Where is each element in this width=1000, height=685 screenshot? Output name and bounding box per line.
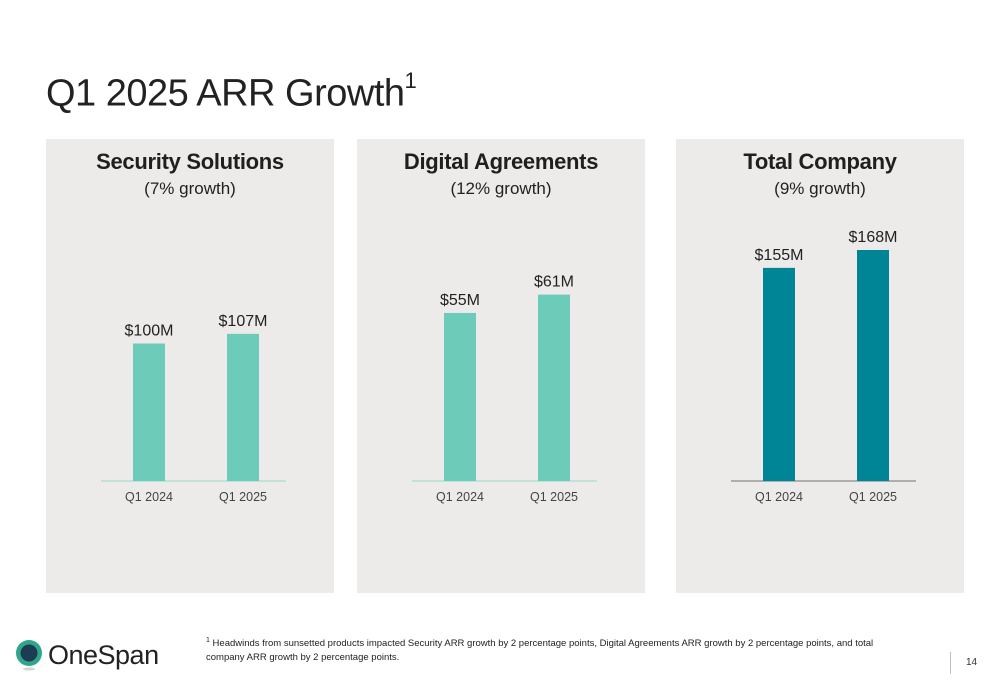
chart-subtitle: (9% growth): [774, 179, 866, 198]
x-tick-label: Q1 2024: [755, 490, 803, 504]
data-label: $107M: [219, 313, 268, 330]
title-footnote-marker: 1: [404, 68, 417, 93]
data-label: $55M: [440, 292, 480, 309]
data-label: $61M: [534, 274, 574, 291]
page-number: 14: [966, 657, 978, 668]
x-tick-label: Q1 2024: [436, 490, 484, 504]
logo-text: OneSpan: [48, 639, 159, 670]
data-label: $155M: [755, 247, 804, 264]
slide-title-text: Q1 2025 ARR Growth: [46, 72, 405, 115]
chart-panel-security-solutions: Security Solutions (7% growth) $100M Q1 2…: [46, 139, 334, 593]
bar-q1-2024: [133, 343, 165, 481]
page-divider: [950, 652, 951, 674]
chart-panel-total-company: Total Company (9% growth) $155M Q1 2024 $1…: [676, 139, 964, 593]
footnote: 1 Headwinds from sunsetted products impa…: [206, 634, 906, 665]
bar-q1-2025: [227, 333, 259, 481]
bar-q1-2025: [857, 250, 889, 481]
chart-subtitle: (12% growth): [450, 179, 552, 198]
onespan-logo-icon: [16, 640, 42, 671]
slide-title: Q1 2025 ARR Growth1: [46, 68, 417, 116]
chart-svg: $100M Q1 2024 $107M Q1 2025: [101, 313, 286, 504]
x-tick-label: Q1 2025: [849, 490, 897, 504]
x-tick-label: Q1 2025: [219, 490, 267, 504]
chart-svg: $155M Q1 2024 $168M Q1 2025: [731, 229, 916, 504]
bar-q1-2024: [444, 312, 476, 481]
chart-title: Total Company: [743, 149, 897, 174]
bar-q1-2025: [538, 294, 570, 481]
chart-title: Security Solutions: [96, 149, 284, 174]
chart-panel-digital-agreements: Digital Agreements (12% growth) $55M Q1 2…: [357, 139, 645, 593]
bar-q1-2024: [763, 267, 795, 481]
data-label: $168M: [849, 229, 898, 246]
x-tick-label: Q1 2024: [125, 490, 173, 504]
footnote-text: Headwinds from sunsetted products impact…: [206, 638, 874, 664]
chart-svg: $55M Q1 2024 $61M Q1 2025: [412, 274, 597, 504]
onespan-logo: OneSpan: [14, 638, 159, 672]
footnote-marker: 1: [206, 637, 210, 644]
data-label: $100M: [125, 323, 174, 340]
x-tick-label: Q1 2025: [530, 490, 578, 504]
chart-title: Digital Agreements: [403, 149, 599, 174]
chart-subtitle: (7% growth): [144, 179, 236, 198]
